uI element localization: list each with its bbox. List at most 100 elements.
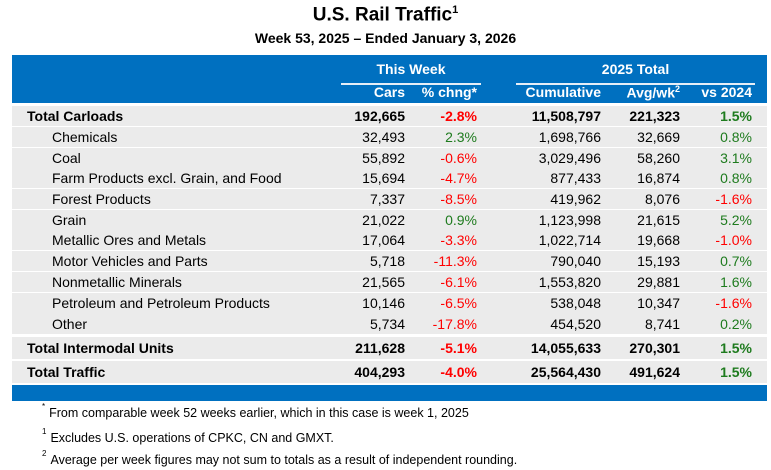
footnote-mark: 2	[42, 449, 47, 458]
avg-wk-cell: 10,347	[637, 295, 680, 311]
subtitle: Week 53, 2025 – Ended January 3, 2026	[254, 30, 517, 46]
avg-wk-cell: 8,076	[644, 191, 680, 207]
page-title: U.S. Rail Traffic1	[0, 4, 771, 26]
row-label: Coal	[52, 150, 81, 166]
avg-wk-cell: 221,323	[629, 108, 680, 124]
footnote-text: From comparable week 52 weeks earlier, w…	[49, 406, 469, 421]
table-footer-bar	[12, 385, 767, 401]
header-vs-2024: vs 2024	[701, 84, 752, 100]
row-label: Total Traffic	[27, 364, 106, 380]
pct-change-cell: -6.5%	[440, 295, 477, 311]
cumulative-cell: 877,433	[550, 170, 601, 186]
row-label: Other	[52, 315, 88, 332]
cars-cell: 192,665	[354, 108, 405, 124]
cars-cell: 15,694	[362, 170, 405, 186]
row-label: Forest Products	[52, 191, 151, 207]
row-label: Petroleum and Petroleum Products	[52, 295, 270, 311]
cars-cell: 32,493	[362, 129, 405, 145]
cars-cell: 21,022	[362, 212, 405, 228]
footnote-mark: *	[42, 402, 46, 411]
cumulative-cell: 1,553,820	[538, 274, 601, 290]
cumulative-cell: 1,698,766	[538, 129, 601, 145]
row-label: Nonmetallic Minerals	[52, 274, 182, 290]
pct-change-cell: -0.6%	[440, 150, 477, 166]
cumulative-cell: 419,962	[550, 191, 601, 207]
cumulative-cell: 790,040	[550, 253, 601, 269]
vs-2024-cell: 0.8%	[720, 170, 752, 186]
pct-change-cell: 2.3%	[445, 129, 477, 145]
cars-cell: 10,146	[362, 295, 405, 311]
cumulative-cell: 1,123,998	[538, 212, 601, 228]
cars-cell: 7,337	[369, 191, 405, 207]
cumulative-cell: 1,022,714	[538, 232, 601, 248]
row-label: Farm Products excl. Grain, and Food	[52, 170, 282, 186]
header-pct-change: % chng*	[421, 84, 477, 100]
avg-wk-cell: 16,874	[637, 170, 680, 186]
vs-2024-cell: 5.2%	[720, 212, 752, 228]
table-row: Total Traffic 404,293 -4.0% 25,564,430 491,6…	[12, 361, 767, 383]
cumulative-cell: 14,055,633	[530, 340, 601, 356]
avg-wk-cell: 29,881	[637, 274, 680, 290]
pct-change-cell: -5.1%	[440, 340, 477, 356]
header-cars: Cars	[373, 84, 405, 100]
title-footnote-mark: 1	[452, 4, 459, 16]
footnote-1: 1 Excludes U.S. operations of CPKC, CN an…	[42, 427, 334, 446]
footnote-mark: 2	[674, 84, 680, 94]
cars-cell: 211,628	[355, 340, 405, 356]
avg-wk-cell: 21,615	[637, 212, 680, 228]
vs-2024-cell: 3.1%	[720, 150, 752, 166]
vs-2024-cell: 0.7%	[720, 253, 752, 269]
cars-cell: 5,734	[369, 315, 405, 332]
cars-cell: 17,064	[362, 232, 405, 248]
avg-wk-cell: 270,301	[629, 340, 680, 356]
avg-wk-cell: 8,741	[644, 315, 680, 332]
table-row: Nonmetallic Minerals 21,565 -6.1% 1,553,820…	[12, 272, 767, 292]
cumulative-cell: 3,029,496	[538, 150, 601, 166]
footnote-asterisk: * From comparable week 52 weeks earlier, …	[42, 402, 469, 421]
vs-2024-cell: -1.6%	[715, 295, 752, 311]
pct-change-cell: -11.3%	[433, 253, 477, 269]
avg-wk-cell: 58,260	[637, 150, 680, 166]
pct-change-cell: -4.7%	[440, 170, 477, 186]
pct-change-cell: -3.3%	[440, 232, 477, 248]
pct-change-cell: -4.0%	[440, 364, 477, 380]
pct-change-cell: -8.5%	[440, 191, 477, 207]
avg-wk-cell: 19,668	[637, 232, 680, 248]
table-row: Grain 21,022 0.9% 1,123,998 21,615 5.2%	[12, 210, 767, 230]
cars-cell: 404,293	[354, 364, 405, 380]
divider	[516, 83, 755, 85]
pct-change-cell: 0.9%	[445, 212, 477, 228]
vs-2024-cell: 0.8%	[720, 129, 752, 145]
table-row: Forest Products 7,337 -8.5% 419,962 8,076 -1.…	[12, 189, 767, 209]
table-row: Chemicals 32,493 2.3% 1,698,766 32,669 0.8%	[12, 127, 767, 147]
vs-2024-cell: 1.5%	[720, 108, 752, 124]
header-avg-wk: Avg/wk2	[626, 84, 680, 101]
cumulative-cell: 11,508,797	[531, 108, 601, 124]
table-row: Total Intermodal Units 211,628 -5.1% 14,055…	[12, 337, 767, 359]
table-row: Coal 55,892 -0.6% 3,029,496 58,260 3.1%	[12, 148, 767, 168]
cars-cell: 5,718	[369, 253, 405, 269]
cumulative-cell: 538,048	[550, 295, 601, 311]
vs-2024-cell: 0.2%	[720, 315, 752, 332]
divider	[341, 83, 481, 85]
vs-2024-cell: -1.0%	[715, 232, 752, 248]
row-label: Grain	[52, 212, 87, 228]
avg-wk-cell: 491,624	[629, 364, 680, 380]
cars-cell: 55,892	[362, 150, 405, 166]
table-row: Petroleum and Petroleum Products 10,146 -6…	[12, 293, 767, 313]
vs-2024-cell: 1.6%	[720, 274, 752, 290]
pct-change-cell: -2.8%	[440, 108, 477, 124]
pct-change-cell: -17.8%	[432, 315, 477, 332]
cars-cell: 21,565	[362, 274, 405, 290]
vs-2024-cell: 1.5%	[720, 364, 752, 380]
avg-wk-cell: 32,669	[637, 129, 680, 145]
row-label: Total Carloads	[27, 108, 124, 124]
footnote-text: Average per week figures may not sum to …	[50, 453, 518, 468]
table-row: Other 5,734 -17.8% 454,520 8,741 0.2%	[12, 313, 767, 334]
cumulative-cell: 454,520	[550, 315, 601, 332]
footnote-text: Excludes U.S. operations of CPKC, CN and…	[50, 431, 334, 446]
row-label: Chemicals	[52, 129, 118, 145]
vs-2024-cell: 1.5%	[720, 340, 752, 356]
pct-change-cell: -6.1%	[440, 274, 477, 290]
